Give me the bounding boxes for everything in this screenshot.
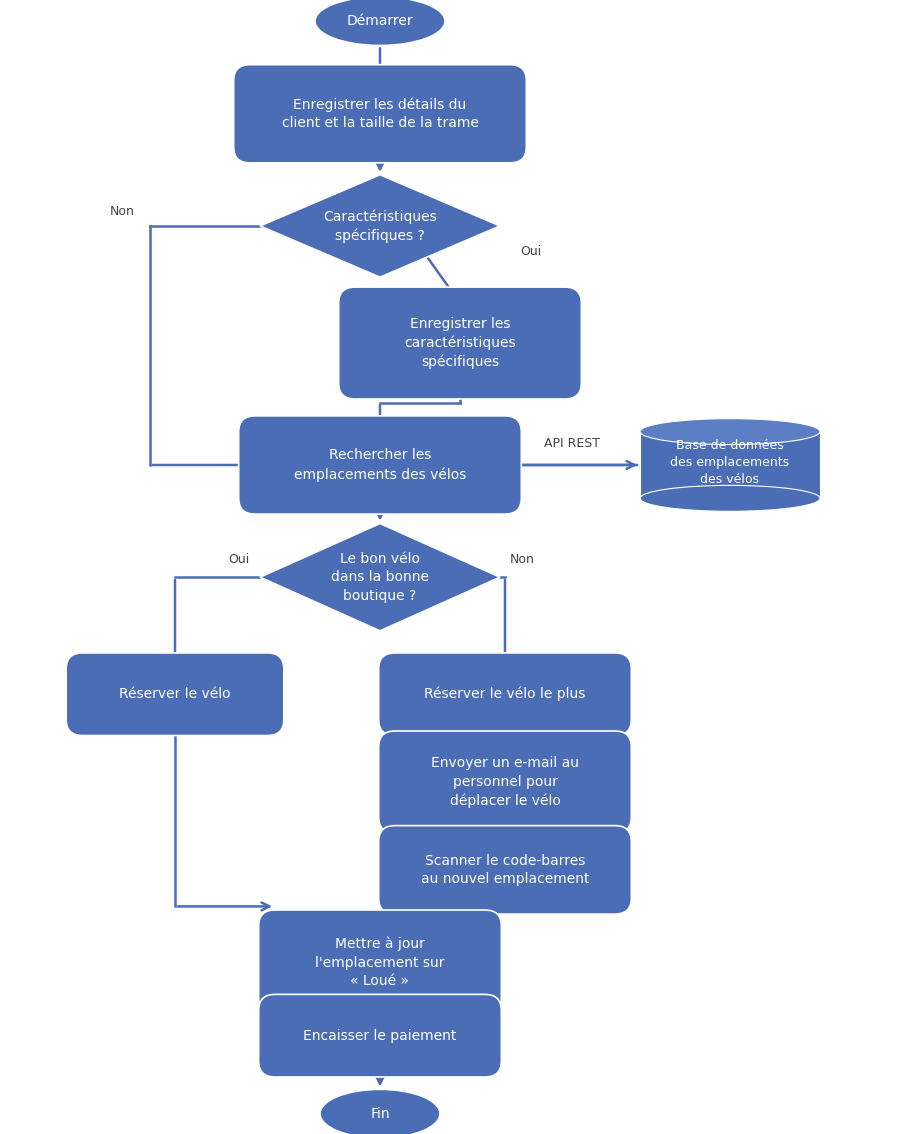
Text: Mettre à jour
l'emplacement sur
« Loué »: Mettre à jour l'emplacement sur « Loué »	[316, 937, 444, 988]
FancyBboxPatch shape	[379, 826, 631, 914]
Text: Non: Non	[110, 205, 135, 218]
FancyBboxPatch shape	[379, 653, 631, 736]
Polygon shape	[260, 524, 500, 631]
Text: Enregistrer les détails du
client et la taille de la trame: Enregistrer les détails du client et la …	[281, 98, 478, 130]
Text: Démarrer: Démarrer	[346, 14, 414, 28]
Text: Oui: Oui	[520, 245, 541, 259]
Text: Base de données
des emplacements
des vélos: Base de données des emplacements des vél…	[670, 439, 790, 485]
Ellipse shape	[640, 418, 820, 445]
Text: Scanner le code-barres
au nouvel emplacement: Scanner le code-barres au nouvel emplace…	[421, 854, 590, 886]
FancyBboxPatch shape	[234, 65, 526, 163]
Text: Non: Non	[510, 553, 535, 566]
FancyBboxPatch shape	[239, 416, 522, 514]
FancyBboxPatch shape	[338, 287, 581, 399]
Ellipse shape	[315, 0, 445, 45]
Text: API REST: API REST	[544, 437, 600, 450]
Text: Rechercher les
emplacements des vélos: Rechercher les emplacements des vélos	[294, 448, 466, 482]
FancyBboxPatch shape	[379, 731, 631, 833]
Text: Envoyer un e-mail au
personnel pour
déplacer le vélo: Envoyer un e-mail au personnel pour dépl…	[431, 756, 579, 807]
FancyBboxPatch shape	[66, 653, 284, 736]
Text: Oui: Oui	[229, 553, 250, 566]
Ellipse shape	[320, 1090, 440, 1134]
Text: Réserver le vélo: Réserver le vélo	[119, 687, 230, 701]
Text: Réserver le vélo le plus: Réserver le vélo le plus	[424, 687, 586, 702]
Text: Encaisser le paiement: Encaisser le paiement	[303, 1029, 457, 1042]
Text: Le bon vélo
dans la bonne
boutique ?: Le bon vélo dans la bonne boutique ?	[331, 552, 429, 602]
Polygon shape	[260, 175, 500, 277]
FancyBboxPatch shape	[258, 995, 502, 1077]
FancyBboxPatch shape	[640, 432, 820, 498]
Text: Caractéristiques
spécifiques ?: Caractéristiques spécifiques ?	[323, 209, 437, 243]
Ellipse shape	[640, 485, 820, 511]
Text: Enregistrer les
caractéristiques
spécifiques: Enregistrer les caractéristiques spécifi…	[405, 316, 516, 370]
Text: Fin: Fin	[370, 1107, 390, 1120]
FancyBboxPatch shape	[258, 909, 502, 1015]
